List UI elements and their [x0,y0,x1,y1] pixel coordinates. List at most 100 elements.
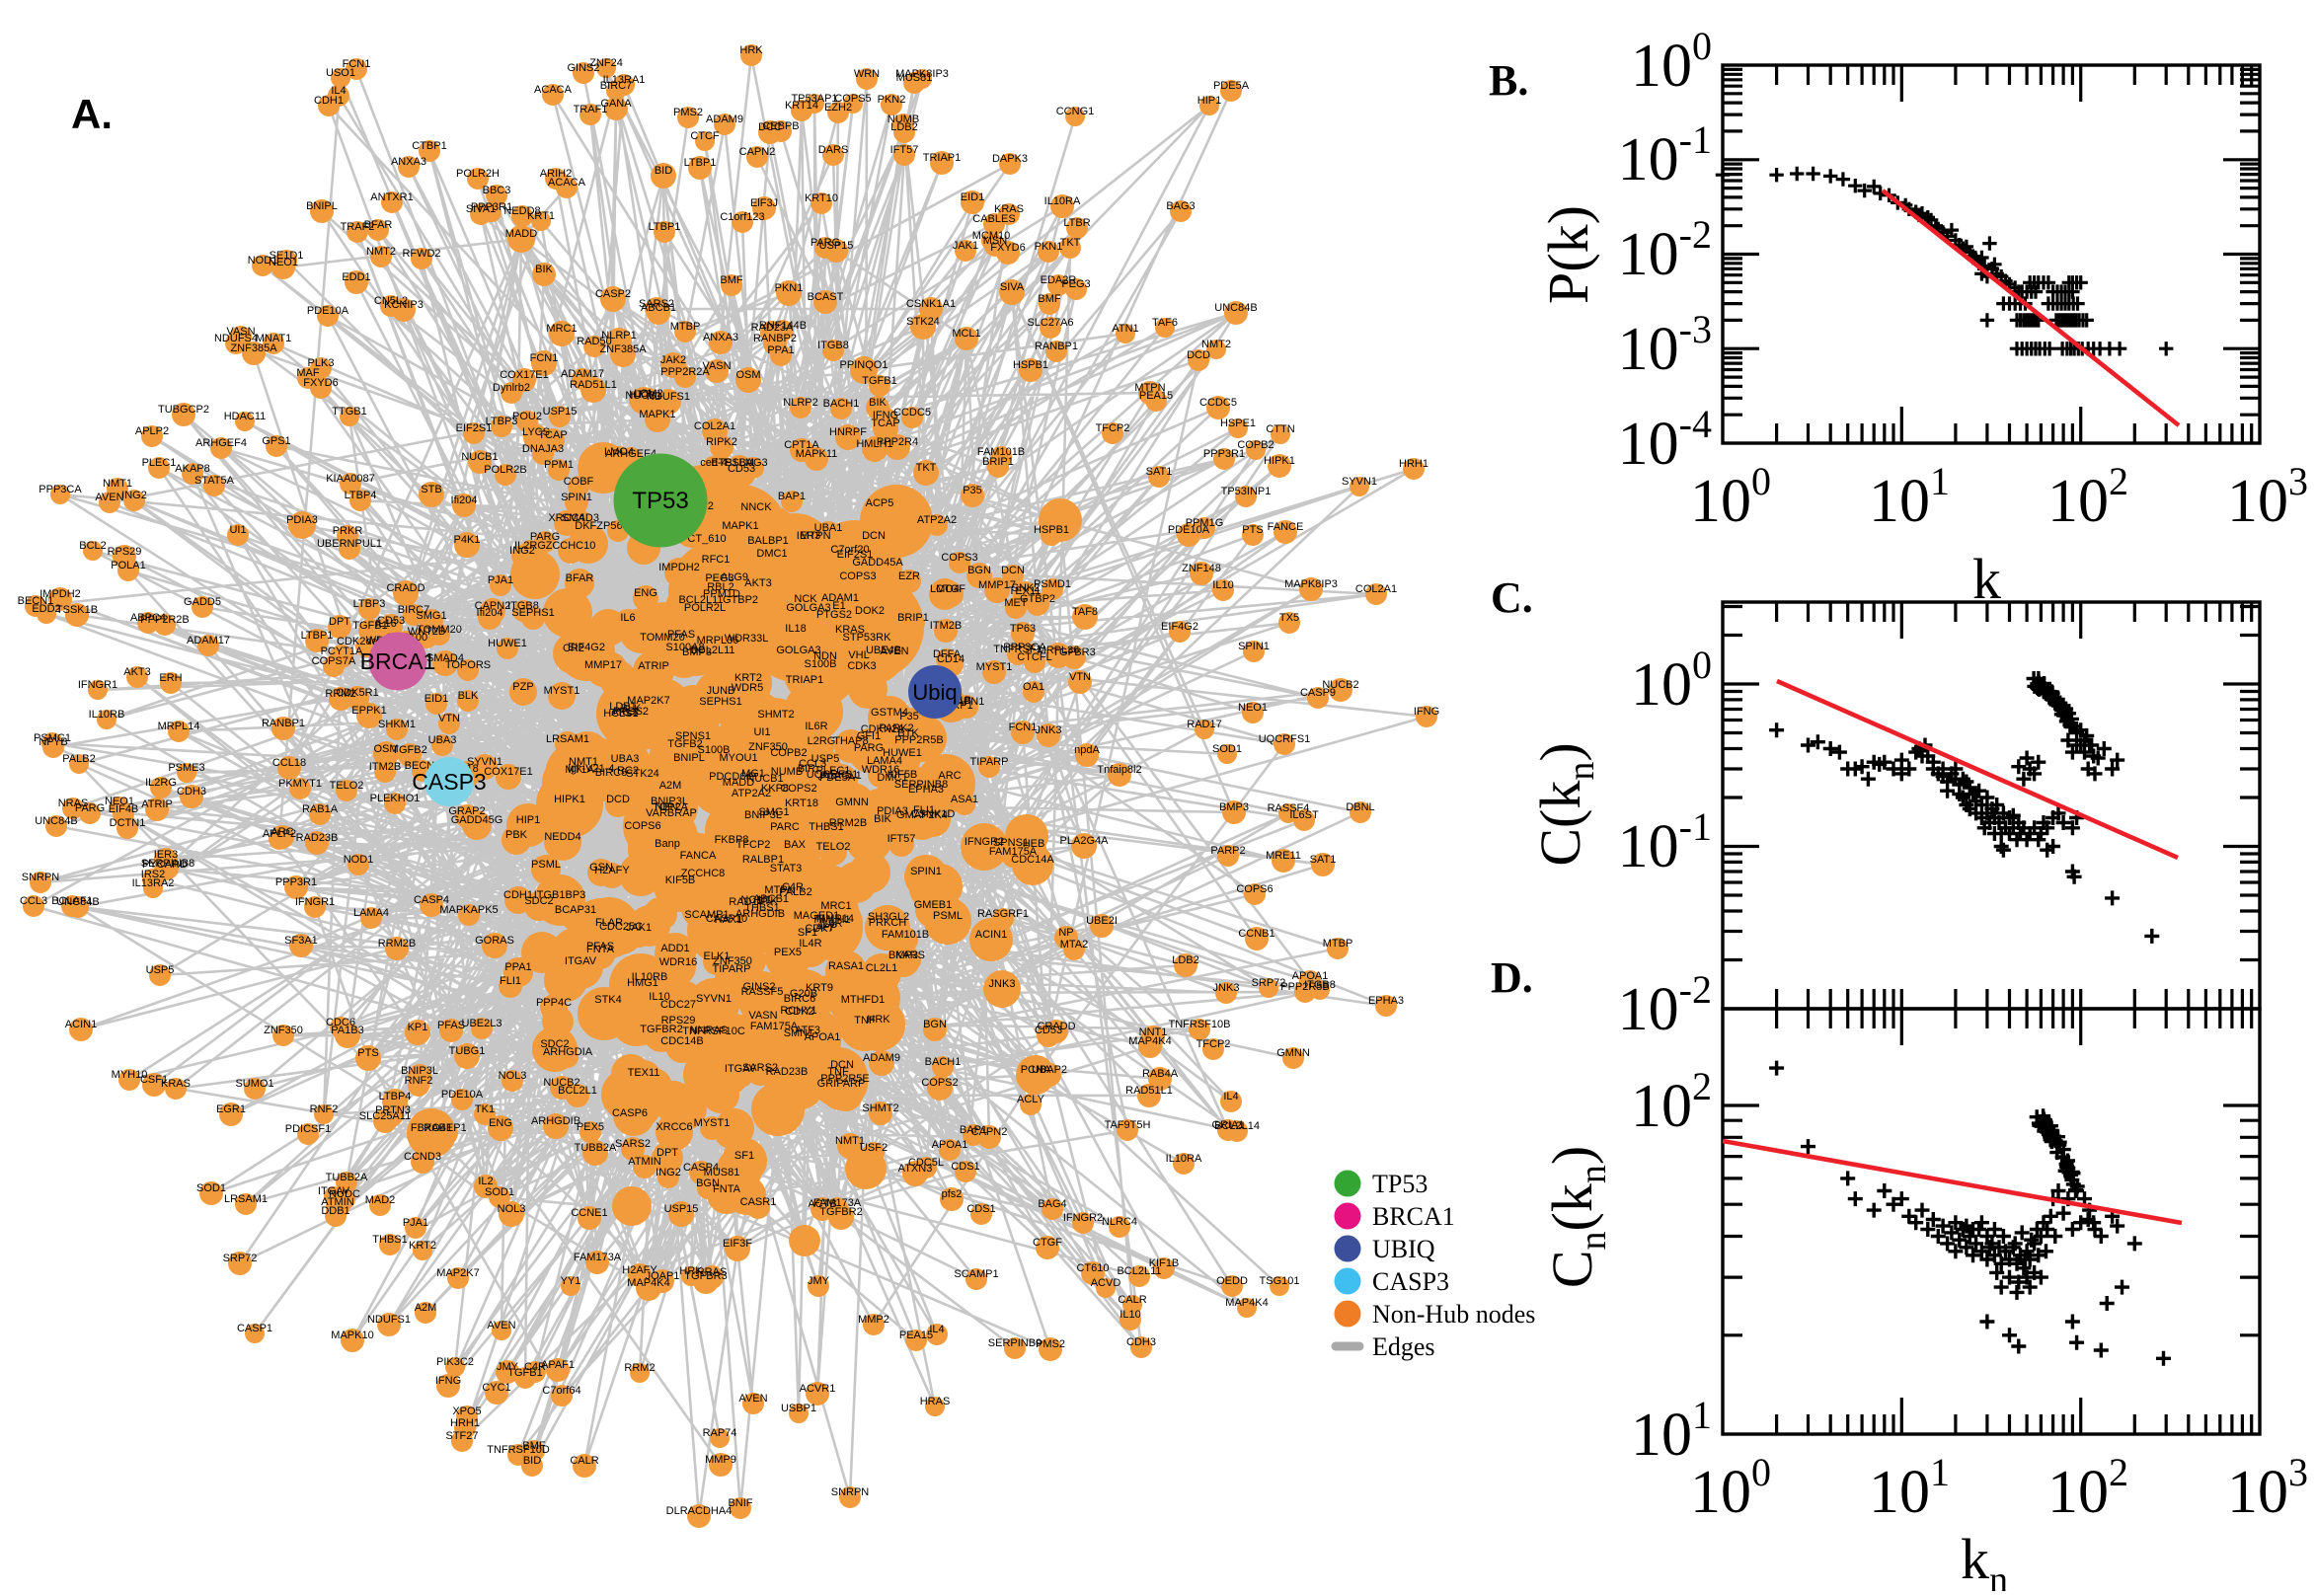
svg-text:CTCFL: CTCFL [1017,651,1051,663]
svg-text:CT610: CT610 [1076,1262,1109,1274]
svg-text:DCC: DCC [758,121,782,133]
svg-text:DBNL: DBNL [1346,801,1374,813]
svg-text:POLR2H: POLR2H [456,168,500,180]
svg-text:BRIP1: BRIP1 [982,456,1014,468]
svg-text:CDH1: CDH1 [314,95,344,107]
svg-text:TOMM20: TOMM20 [417,624,462,636]
svg-text:MCM10: MCM10 [972,230,1011,242]
svg-text:BNIPL: BNIPL [673,752,705,764]
svg-text:BLK: BLK [458,690,479,702]
svg-text:SF1: SF1 [798,927,817,939]
svg-text:EDA2R: EDA2R [1041,274,1077,286]
svg-text:LTBP4: LTBP4 [345,490,377,501]
svg-text:BALBP1: BALBP1 [747,535,789,547]
svg-text:C7orf64: C7orf64 [542,1385,580,1397]
svg-text:MET: MET [1004,597,1028,609]
svg-text:MUS81: MUS81 [704,1167,740,1178]
svg-text:GRIA1: GRIA1 [1211,1119,1244,1131]
svg-text:UBA3: UBA3 [428,734,457,746]
svg-text:NUCB1: NUCB1 [625,390,661,402]
svg-text:TP53: TP53 [632,488,688,514]
svg-text:C7orf20: C7orf20 [830,544,869,556]
svg-text:SERPINB9: SERPINB9 [988,1337,1042,1349]
svg-text:PSML: PSML [933,910,963,922]
svg-text:HUWE1: HUWE1 [488,638,527,649]
svg-text:KP1: KP1 [408,1022,428,1033]
svg-text:SLC27A6: SLC27A6 [1027,317,1073,329]
svg-text:CD53: CD53 [728,463,755,475]
svg-text:TSSK1B: TSSK1B [56,604,98,616]
svg-text:RAB4A: RAB4A [1142,1068,1179,1080]
svg-text:THAP8: THAP8 [833,735,868,747]
svg-text:USP15: USP15 [664,1203,699,1215]
svg-text:TOP2A: TOP2A [653,801,689,813]
svg-text:HRH1: HRH1 [1399,458,1428,470]
svg-text:CASP4: CASP4 [683,1162,719,1174]
svg-text:S100B: S100B [697,744,730,756]
svg-text:MMP9: MMP9 [705,1454,736,1466]
svg-text:PKMYT1: PKMYT1 [278,778,322,790]
svg-text:NBN: NBN [655,801,677,813]
svg-text:TRIAP1: TRIAP1 [923,152,962,164]
svg-text:SH3GL2: SH3GL2 [868,911,909,923]
svg-text:ATN1: ATN1 [1112,323,1138,335]
svg-text:MAP4K4: MAP4K4 [1225,1297,1268,1309]
svg-text:USF2: USF2 [860,1142,888,1154]
svg-text:lgk-V21-4: lgk-V21-4 [568,763,614,775]
svg-text:CTBP1: CTBP1 [412,140,446,152]
svg-text:KRT18: KRT18 [785,798,818,809]
svg-text:RANBP1: RANBP1 [1035,341,1078,352]
svg-text:TRIAP1: TRIAP1 [786,674,824,686]
svg-text:PPINQO1: PPINQO1 [840,359,888,371]
svg-text:PPP2R5E: PPP2R5E [820,1073,870,1085]
svg-text:IL4: IL4 [1223,1091,1238,1102]
svg-text:CCND3: CCND3 [404,1151,441,1163]
svg-text:UBE2I: UBE2I [1086,915,1118,927]
svg-text:NUCB2: NUCB2 [543,1077,579,1089]
svg-text:SYVN1: SYVN1 [696,993,732,1005]
svg-text:LTBP3: LTBP3 [353,598,386,610]
svg-text:WDR33L: WDR33L [725,633,769,645]
svg-text:USP15: USP15 [543,406,578,418]
svg-text:NCK: NCK [794,593,817,605]
svg-text:BIR: BIR [798,763,815,775]
svg-text:EIF2S1: EIF2S1 [837,549,874,561]
svg-text:EIF2S1: EIF2S1 [456,422,493,434]
svg-text:WNT2B: WNT2B [408,626,446,638]
svg-text:APOA1: APOA1 [1292,970,1329,982]
svg-text:SNK2: SNK2 [1012,582,1041,594]
svg-text:TELO2: TELO2 [816,841,851,853]
svg-text:P35: P35 [899,711,919,722]
svg-text:PLK3: PLK3 [308,357,335,369]
svg-text:VTN: VTN [438,713,460,724]
svg-text:JNK3: JNK3 [1036,724,1062,736]
svg-text:CCDC5: CCDC5 [893,407,931,418]
svg-text:DCN: DCN [862,530,886,542]
svg-text:GSN: GSN [589,862,613,874]
svg-text:HAX1: HAX1 [715,914,743,926]
svg-text:CASP2: CASP2 [595,288,631,300]
svg-text:TUBGCP2: TUBGCP2 [158,404,209,416]
svg-text:HRAS: HRAS [920,1396,951,1407]
svg-text:BIK: BIK [869,397,887,409]
svg-text:ATF3: ATF3 [795,1025,820,1036]
svg-text:NLRP1: NLRP1 [601,330,636,342]
svg-text:USP5: USP5 [146,964,175,976]
svg-text:BAP1: BAP1 [960,1124,987,1136]
svg-text:KRT2: KRT2 [409,1240,436,1252]
svg-text:RPS29: RPS29 [108,546,142,558]
svg-text:HNRPF: HNRPF [829,426,867,438]
svg-text:PEG3: PEG3 [1061,278,1090,290]
svg-text:COL2A1: COL2A1 [694,420,735,432]
svg-text:POLR2B: POLR2B [484,464,526,476]
svg-text:CSF1: CSF1 [140,1074,168,1086]
svg-text:IER3: IER3 [797,530,820,542]
svg-text:ZNF385A: ZNF385A [599,343,647,355]
svg-text:C(kn): C(kn) [1528,742,1602,866]
svg-text:AVEN: AVEN [95,492,123,503]
svg-text:VASN: VASN [748,1010,777,1022]
svg-text:Edges: Edges [1372,1332,1435,1361]
svg-text:PPM1D: PPM1D [703,588,740,600]
svg-text:GSTM4: GSTM4 [871,707,908,719]
svg-text:KRT14: KRT14 [785,100,818,112]
